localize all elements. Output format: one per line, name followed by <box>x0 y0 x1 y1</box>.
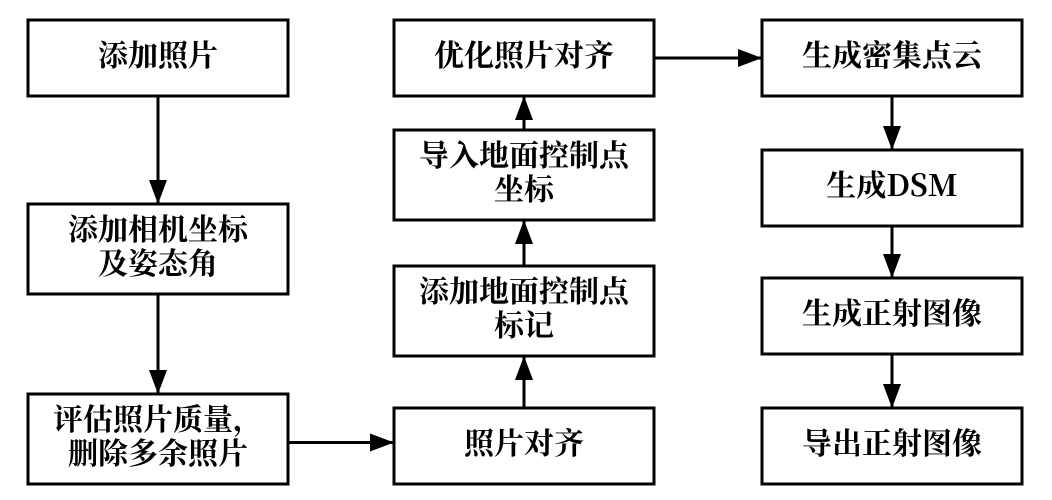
node-n11: 导出正射图像 <box>762 408 1022 484</box>
flowchart-diagram: 添加照片添加相机坐标及姿态角评估照片质量，删除多余照片 照片对齐 添加地面控制点标记… <box>0 0 1052 500</box>
node-label: 生成正射图像 <box>802 289 982 333</box>
node-n7: 优化照片对齐 <box>394 20 654 96</box>
node-n4: 照片对齐 <box>394 408 654 484</box>
node-n1: 添加照片 <box>28 20 288 96</box>
node-n10: 生成正射图像 <box>762 278 1022 354</box>
node-label: 评估照片质量，删除多余照片 <box>53 395 263 473</box>
node-label: 添加照片 <box>98 31 218 75</box>
node-n6: 导入地面控制点坐标 <box>394 130 654 220</box>
node-label: 生成DSM <box>826 161 958 205</box>
node-label: 生成密集点云 <box>802 31 984 75</box>
node-n3: 评估照片质量，删除多余照片 <box>28 394 288 484</box>
node-n5: 添加地面控制点标记 <box>394 266 654 356</box>
node-n8: 生成密集点云 <box>762 20 1022 96</box>
node-label: 导出正射图像 <box>802 419 982 463</box>
node-label: 照片对齐 <box>464 419 584 463</box>
node-label: 优化照片对齐 <box>434 31 614 75</box>
node-n9: 生成DSM <box>762 150 1022 226</box>
node-n2: 添加相机坐标及姿态角 <box>28 204 288 294</box>
